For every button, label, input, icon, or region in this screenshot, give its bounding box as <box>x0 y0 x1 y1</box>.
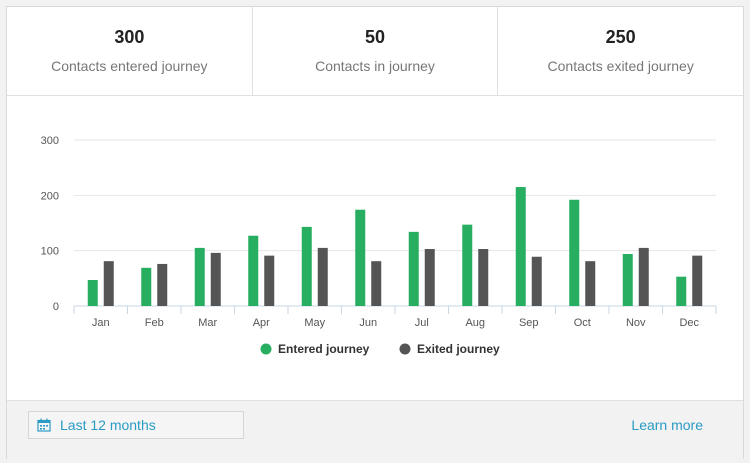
legend-label: Entered journey <box>278 342 370 356</box>
legend-marker <box>260 343 272 355</box>
bar-entered <box>622 253 633 306</box>
bar-entered <box>355 209 366 306</box>
x-tick-label: Jul <box>415 317 429 329</box>
bar-entered <box>462 224 473 306</box>
x-tick-label: Feb <box>145 317 164 329</box>
bar-exited <box>585 261 596 306</box>
stat-exited-value: 250 <box>605 27 636 47</box>
y-tick-label: 200 <box>41 190 59 202</box>
x-tick-label: Mar <box>198 317 217 329</box>
x-tick-label: Dec <box>679 317 699 329</box>
x-tick-label: Apr <box>253 317 270 329</box>
bar-exited <box>424 249 435 306</box>
bar-exited <box>264 255 275 306</box>
stat-entered-value: 300 <box>114 27 145 47</box>
x-tick-label: Oct <box>574 317 591 329</box>
bar-exited <box>692 255 703 306</box>
y-tick-label: 300 <box>41 135 59 147</box>
x-tick-label: Aug <box>465 317 485 329</box>
stat-exited-label: Contacts exited journey <box>547 58 694 74</box>
monthly-bar-chart: 0 100 200 300 Jan Feb Mar Apr May Jun Jul Aug Sep Oct… <box>41 135 717 356</box>
y-tick-label: 0 <box>53 301 59 313</box>
bar-entered <box>194 247 205 306</box>
bar-exited <box>157 263 168 306</box>
x-tick-label: May <box>304 317 325 329</box>
bar-exited <box>317 247 328 306</box>
legend-label: Exited journey <box>417 342 500 356</box>
card-footer: Last 12 months Learn more <box>7 400 743 459</box>
stats-row: 300 Contacts entered journey 50 Contacts… <box>7 7 743 96</box>
bar-exited <box>638 247 649 306</box>
bar-exited <box>210 252 221 306</box>
legend-marker <box>399 343 411 355</box>
bar-entered <box>408 231 419 306</box>
stat-in-journey: 50 Contacts in journey <box>253 7 499 95</box>
x-tick-label: Jun <box>359 317 377 329</box>
x-tick-label: Sep <box>519 317 539 329</box>
bar-entered <box>87 279 98 306</box>
bar-exited <box>478 249 489 306</box>
date-range-select[interactable]: Last 12 months <box>28 411 244 439</box>
learn-more-link[interactable]: Learn more <box>631 417 703 433</box>
stat-entered: 300 Contacts entered journey <box>7 7 253 95</box>
bar-entered <box>301 226 312 306</box>
bar-entered <box>515 187 526 306</box>
bar-exited <box>103 261 114 306</box>
bar-exited <box>531 256 542 306</box>
journey-stats-card: 300 Contacts entered journey 50 Contacts… <box>6 6 744 459</box>
bar-entered <box>141 267 152 306</box>
x-tick-label: Nov <box>626 317 646 329</box>
bar-entered <box>676 276 687 306</box>
stat-entered-label: Contacts entered journey <box>51 58 208 74</box>
calendar-icon <box>37 418 51 432</box>
stat-exited: 250 Contacts exited journey <box>498 7 743 95</box>
x-tick-label: Jan <box>92 317 110 329</box>
date-range-label: Last 12 months <box>60 417 156 433</box>
bar-exited <box>371 261 382 306</box>
bar-entered <box>569 199 580 306</box>
stat-in-journey-label: Contacts in journey <box>315 58 435 74</box>
bar-entered <box>248 235 259 306</box>
y-tick-label: 100 <box>41 246 59 258</box>
stat-in-journey-value: 50 <box>364 27 386 47</box>
